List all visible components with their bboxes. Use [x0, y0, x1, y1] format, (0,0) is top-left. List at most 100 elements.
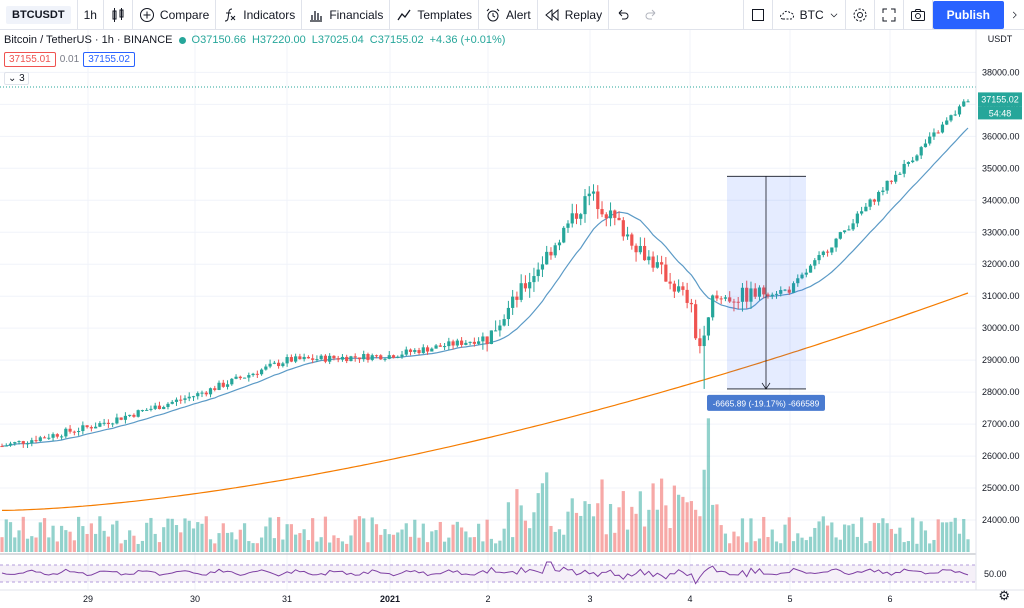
fullscreen-button[interactable]	[875, 0, 904, 30]
sell-price-button[interactable]: 37155.01	[4, 52, 56, 67]
volume-bar	[481, 541, 485, 552]
candle-body	[34, 440, 38, 442]
time-tick-label: 30	[190, 594, 200, 604]
candle-body	[519, 283, 523, 300]
compare-button[interactable]: Compare	[133, 0, 217, 30]
candle-body	[272, 362, 276, 364]
interval-button[interactable]: 1h	[78, 0, 104, 30]
redo-icon	[645, 9, 656, 19]
time-tick-label: 29	[83, 594, 93, 604]
countdown-label: 54:48	[989, 108, 1012, 118]
candle-body	[736, 301, 740, 303]
candle-body	[391, 355, 396, 358]
volume-bar	[600, 479, 604, 552]
candle-body	[881, 190, 885, 193]
volume-bar	[166, 518, 170, 552]
symbol-search[interactable]: BTCUSDT	[0, 0, 78, 30]
candle-body	[800, 274, 804, 279]
price-axis-bg	[976, 30, 1024, 608]
price-axis[interactable]: USDT38000.0037000.0036000.0035000.003400…	[975, 30, 1024, 608]
layout-button[interactable]	[742, 0, 773, 30]
candle-body	[621, 220, 625, 237]
candle-body	[8, 443, 13, 446]
candle-body	[911, 160, 915, 163]
price-tick-label: 34000.00	[982, 195, 1020, 205]
redo-button[interactable]	[637, 0, 665, 30]
candle-body	[196, 393, 200, 397]
candle-body	[366, 354, 370, 360]
volume-bar	[911, 517, 915, 552]
candle-body	[494, 330, 498, 332]
volume-bar	[783, 524, 787, 552]
volume-bar	[821, 516, 825, 552]
volume-bar	[328, 542, 332, 552]
chart-type-button[interactable]	[104, 0, 133, 30]
candle-body	[770, 294, 774, 297]
candle-body	[421, 347, 425, 354]
volume-bar	[468, 537, 472, 552]
volume-bar	[174, 525, 179, 552]
volume-bar	[353, 519, 357, 552]
candle-body	[651, 256, 655, 268]
candle-body	[255, 373, 259, 375]
volume-bar	[940, 522, 945, 552]
candle-body	[132, 414, 136, 417]
candle-body	[328, 355, 332, 362]
price-unit-label: USDT	[988, 34, 1013, 44]
buy-price-button[interactable]: 37155.02	[83, 52, 135, 67]
time-axis[interactable]: 29 30 31 2021 2 3 4 5 6	[0, 589, 1024, 604]
financials-button[interactable]: Financials	[302, 0, 391, 30]
volume-bar	[366, 542, 370, 552]
volume-bar	[677, 494, 681, 552]
volume-bar	[855, 536, 859, 552]
settings-button[interactable]	[846, 0, 875, 30]
screenshot-button[interactable]	[904, 0, 933, 30]
candle-body	[225, 384, 230, 387]
candle-body	[55, 434, 59, 437]
undo-button[interactable]	[609, 0, 637, 30]
candlesticks	[0, 99, 970, 449]
chart-settings-gear-icon[interactable]: ⚙	[998, 588, 1010, 603]
series-title[interactable]: Bitcoin / TetherUS · 1h · BINANCE	[4, 34, 173, 46]
candle-body	[860, 211, 864, 214]
volume-bar	[76, 516, 81, 552]
publish-label: Publish	[946, 8, 990, 22]
plus-circle-icon	[139, 7, 154, 22]
candle-body	[417, 350, 421, 354]
volume-bar	[81, 526, 85, 552]
alarm-clock-icon	[486, 8, 500, 21]
candle-body	[672, 283, 676, 292]
volume-bar	[617, 507, 621, 552]
indicators-button[interactable]: Indicators	[216, 0, 303, 30]
templates-button[interactable]: Templates	[390, 0, 480, 30]
volume-bar	[442, 541, 447, 552]
volume-bar	[319, 537, 323, 552]
volume-bar	[834, 537, 838, 552]
candle-body	[370, 355, 374, 360]
indicators-collapse-toggle[interactable]: ⌄ 3	[4, 72, 29, 85]
measure-arrow-head	[761, 382, 771, 390]
volume-bar	[119, 543, 123, 552]
price-tick-label: 32000.00	[982, 259, 1020, 269]
volume-bar	[111, 524, 115, 552]
currency-button[interactable]: BTC	[773, 0, 846, 30]
candle-body	[268, 363, 272, 367]
measure-tool[interactable]: -6665.89 (-19.17%) -666589	[707, 175, 825, 411]
sidebar-toggle[interactable]	[1006, 0, 1024, 30]
alert-button[interactable]: Alert	[479, 0, 538, 30]
volume-bar	[655, 509, 659, 552]
publish-button[interactable]: Publish	[932, 1, 1004, 29]
volume-bar	[847, 525, 851, 552]
candle-body	[323, 355, 328, 362]
volume-bar	[251, 543, 255, 552]
candle-body	[145, 409, 149, 411]
candle-body	[574, 213, 579, 219]
candle-body	[502, 319, 506, 326]
candle-body	[128, 414, 132, 416]
candle-body	[506, 307, 511, 320]
volume-bar	[953, 517, 957, 552]
candle-body	[625, 234, 630, 237]
replay-button[interactable]: Replay	[538, 0, 610, 30]
volume-bar	[123, 539, 128, 552]
